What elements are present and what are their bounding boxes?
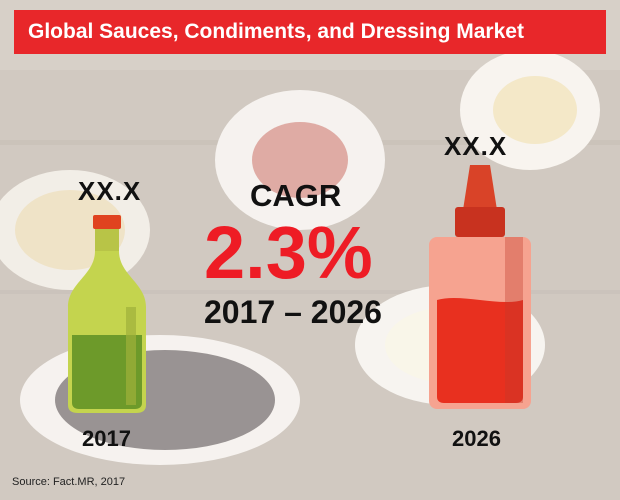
value-label-2026: XX.X — [444, 131, 508, 161]
cagr-label: CAGR — [250, 178, 342, 213]
chart-title: Global Sauces, Condiments, and Dressing … — [14, 10, 606, 54]
category-label-2026: 2026 — [452, 426, 501, 451]
oil-bottle-icon — [68, 215, 146, 413]
bottle-2017-liquid — [72, 335, 142, 409]
source-note: Source: Fact.MR, 2017 — [12, 476, 126, 488]
category-label-2017: 2017 — [82, 426, 131, 451]
value-label-2017: XX.X — [78, 176, 142, 206]
cagr-value: 2.3% — [204, 211, 373, 294]
cagr-period: 2017 – 2026 — [204, 294, 382, 330]
bottle-2026-cap — [463, 165, 497, 210]
sauce-bottle-icon — [429, 165, 531, 409]
bottle-2026-sauce — [437, 297, 523, 403]
bottle-2017-cap — [93, 215, 121, 229]
